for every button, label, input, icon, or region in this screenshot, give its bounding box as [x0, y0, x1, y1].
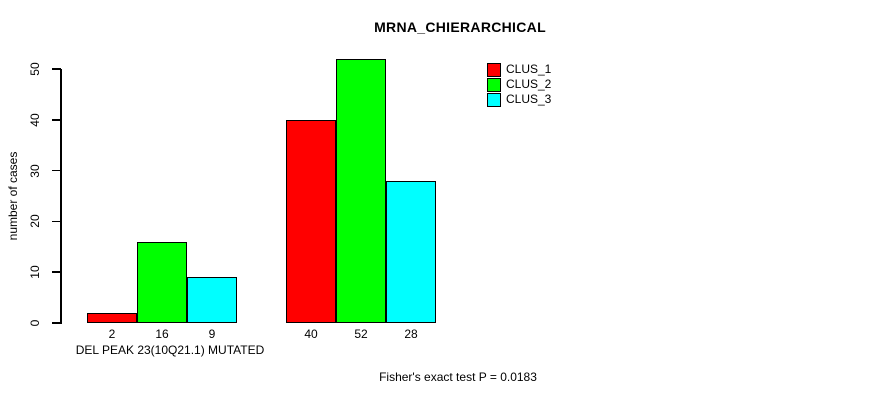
bar-clus_2-group1 [137, 241, 187, 323]
y-axis-tick [52, 68, 61, 70]
legend-label: CLUS_2 [506, 77, 552, 91]
y-axis-tick [52, 322, 61, 324]
fisher-test-note: Fisher's exact test P = 0.0183 [379, 370, 537, 384]
bar-clus_1-group2 [286, 119, 336, 323]
legend-swatch-clus_1 [487, 63, 501, 77]
bar-value-label: 52 [354, 327, 368, 341]
x-axis-label: DEL PEAK 23(10Q21.1) MUTATED [75, 343, 265, 357]
bar-clus_1-group1 [87, 312, 137, 323]
bar-value-label: 9 [208, 327, 216, 341]
bar-clus_3-group1 [187, 277, 237, 323]
y-axis-tick [52, 271, 61, 273]
y-axis-tick [52, 119, 61, 121]
y-axis-tick-label: 50 [28, 62, 42, 76]
bar-value-label: 40 [304, 327, 318, 341]
bar-clus_2-group2 [336, 58, 386, 323]
legend-label: CLUS_3 [506, 92, 552, 106]
y-axis-tick-label: 0 [28, 319, 42, 327]
y-axis-label: number of cases [6, 151, 20, 241]
y-axis-tick-label: 30 [28, 163, 42, 178]
y-axis-tick-label: 40 [28, 113, 42, 127]
legend-label: CLUS_1 [506, 62, 552, 76]
y-axis-tick-label: 10 [28, 265, 42, 279]
y-axis-tick-label: 20 [28, 214, 42, 229]
bar-clus_3-group2 [386, 180, 436, 323]
legend-swatch-clus_3 [487, 93, 501, 107]
bar-value-label: 16 [155, 327, 169, 341]
chart-title: MRNA_CHIERARCHICAL [374, 19, 546, 35]
y-axis-line [60, 69, 62, 324]
legend-swatch-clus_2 [487, 78, 501, 92]
bar-value-label: 28 [404, 327, 418, 341]
y-axis-tick [52, 169, 61, 172]
y-axis-tick [52, 220, 61, 223]
bar-value-label: 2 [108, 327, 116, 341]
